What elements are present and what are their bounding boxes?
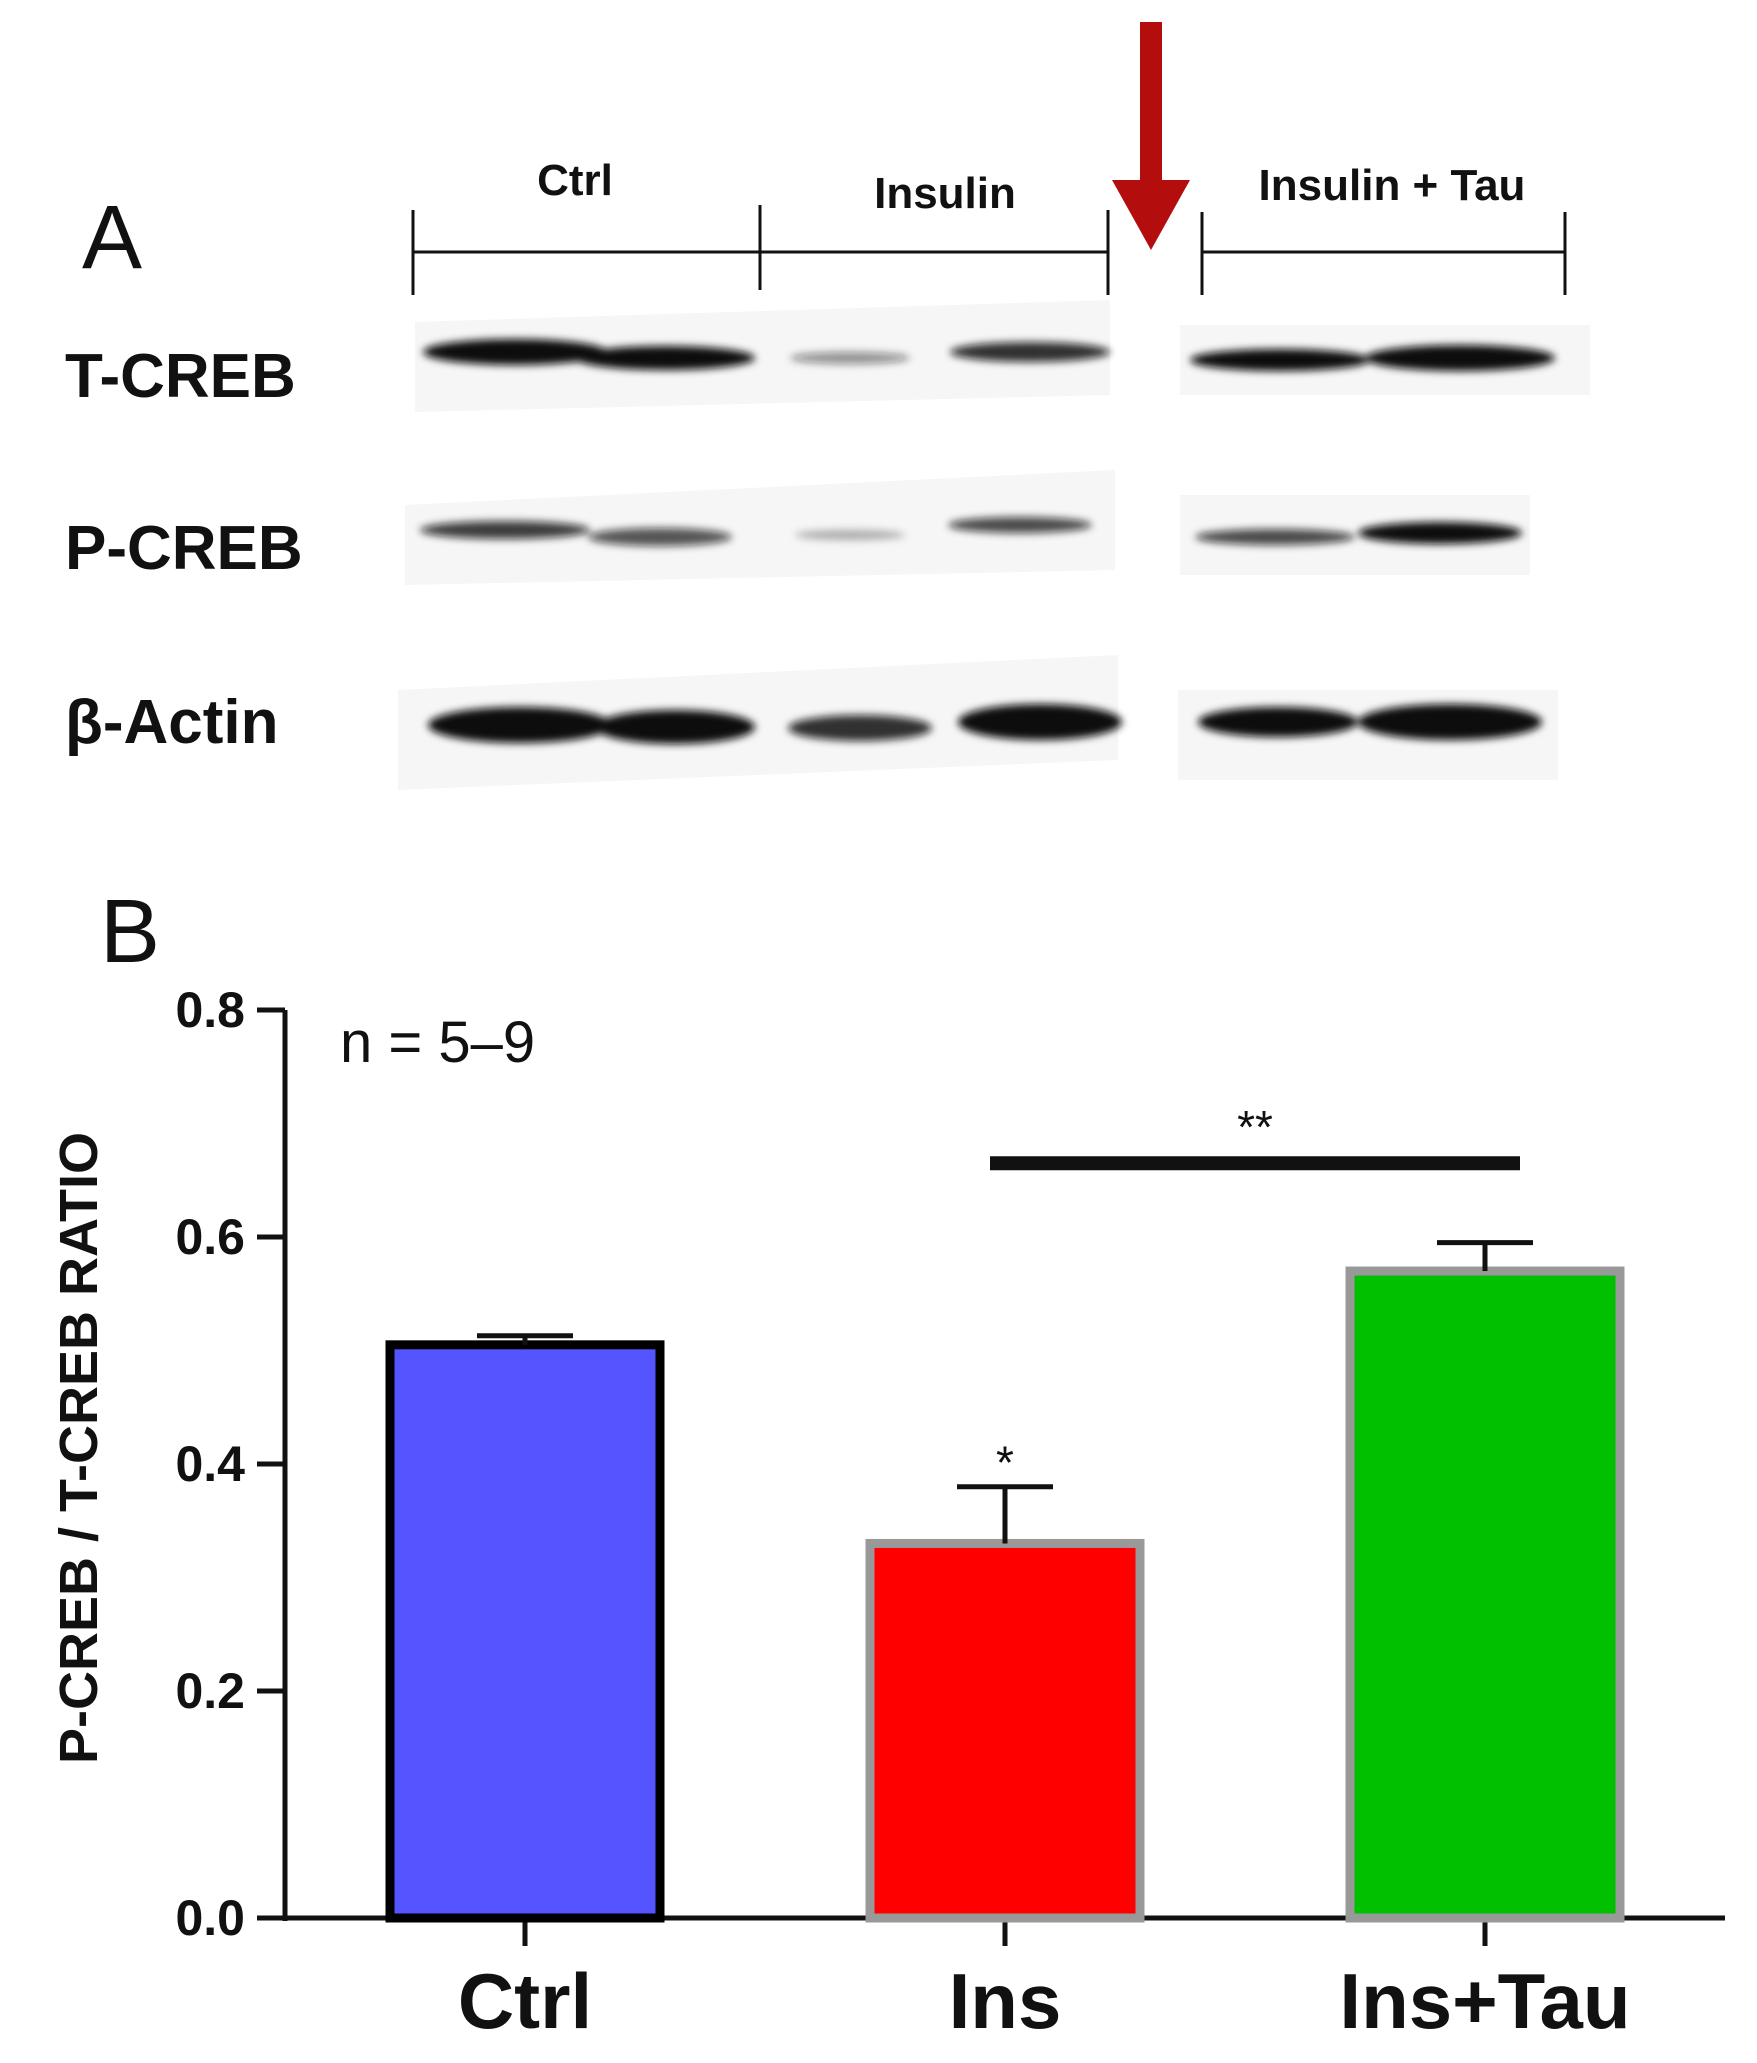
- band-p-creb: [420, 521, 590, 539]
- blot-strip-p-creb-left: [405, 470, 1115, 585]
- x-tick-label: Ins+Tau: [1339, 1957, 1630, 2045]
- band-t-creb: [575, 346, 755, 370]
- y-tick-label: 0.8: [175, 982, 245, 1038]
- y-axis-label: P-CREB / T-CREB RATIO: [49, 1132, 109, 1764]
- bar: [1345, 1266, 1625, 1923]
- x-tick-label: Ctrl: [458, 1957, 592, 2045]
- band-beta-actin: [428, 707, 612, 743]
- row-label-p-creb: P-CREB: [65, 514, 303, 583]
- significance-label: **: [1237, 1101, 1273, 1153]
- panel-b: B n = 5–9 P-CREB / T-CREB RATIO 0.00.20.…: [49, 882, 1725, 2045]
- band-t-creb: [1365, 345, 1555, 371]
- y-tick-label: 0.6: [175, 1209, 245, 1265]
- sample-size-annotation: n = 5–9: [340, 1010, 535, 1075]
- band-p-creb: [588, 528, 732, 546]
- panel-a-label: A: [82, 188, 142, 288]
- group-label-ctrl: Ctrl: [537, 156, 613, 205]
- blot-strip-t-creb-left: [415, 300, 1110, 412]
- band-t-creb: [423, 339, 607, 365]
- band-t-creb: [950, 342, 1110, 362]
- x-axis: Ctrl Ins Ins+Tau: [282, 1915, 1725, 2045]
- y-tick-label: 0.4: [175, 1436, 245, 1492]
- blot-strip-actin-left: [398, 655, 1118, 790]
- band-beta-actin: [1198, 707, 1358, 737]
- row-label-beta-actin: β-Actin: [65, 688, 279, 757]
- band-t-creb: [1190, 349, 1370, 371]
- red-arrow-icon: [1112, 22, 1190, 250]
- group-label-insulin-tau: Insulin + Tau: [1259, 161, 1526, 210]
- row-label-t-creb: T-CREB: [65, 342, 296, 411]
- y-axis: 0.0 0.2 0.4 0.6 0.8: [175, 982, 288, 1946]
- panel-b-label: B: [100, 882, 160, 982]
- band-p-creb: [1358, 522, 1522, 544]
- significance-marks: ***: [990, 1101, 1520, 1489]
- group-brackets: [411, 205, 1567, 295]
- bars: [385, 1240, 1625, 1923]
- band-beta-actin: [958, 704, 1122, 740]
- x-tick-label: Ins: [949, 1957, 1062, 2045]
- y-tick-label: 0.0: [175, 1890, 245, 1946]
- band-t-creb: [790, 352, 910, 364]
- band-beta-actin: [595, 710, 755, 744]
- band-beta-actin: [1358, 704, 1542, 740]
- bar: [865, 1538, 1145, 1923]
- bar: [385, 1340, 665, 1923]
- band-beta-actin: [788, 715, 932, 741]
- group-label-insulin: Insulin: [874, 169, 1016, 218]
- band-p-creb: [795, 530, 905, 540]
- blot-bands: [420, 339, 1555, 744]
- panel-a: A Ctrl Insulin Insulin + Tau T-CREB P-CR…: [65, 22, 1590, 790]
- y-tick-label: 0.2: [175, 1663, 245, 1719]
- significance-label: *: [996, 1437, 1014, 1489]
- band-p-creb: [1195, 529, 1355, 545]
- band-p-creb: [948, 517, 1092, 533]
